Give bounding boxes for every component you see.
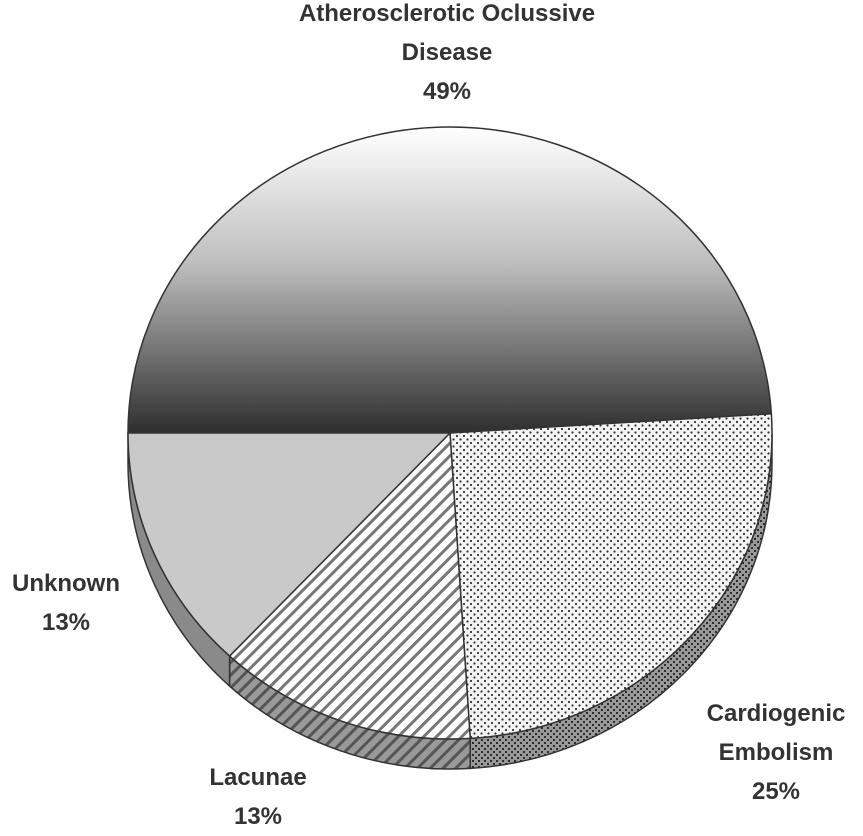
value-label: 25% [751, 778, 801, 805]
value-label: 13% [233, 803, 283, 830]
category-name: Cardiogenic Embolism [706, 700, 846, 766]
slice [127, 432, 452, 658]
slice [127, 126, 773, 434]
value-label: 13% [41, 609, 91, 636]
slice [449, 412, 773, 740]
slice [228, 431, 472, 740]
category-name: Unknown [12, 570, 120, 597]
category-name: Lacunae [209, 764, 307, 791]
slice-label: Unknown 13% [0, 564, 146, 642]
slice-label: Atherosclerotic Oclussive Disease 49% [297, 0, 597, 111]
slice-label: Lacunae 13% [168, 758, 348, 836]
value-label: 49% [422, 78, 472, 105]
category-name: Atherosclerotic Oclussive Disease [298, 0, 596, 66]
slice-label: Cardiogenic Embolism 25% [676, 694, 863, 811]
